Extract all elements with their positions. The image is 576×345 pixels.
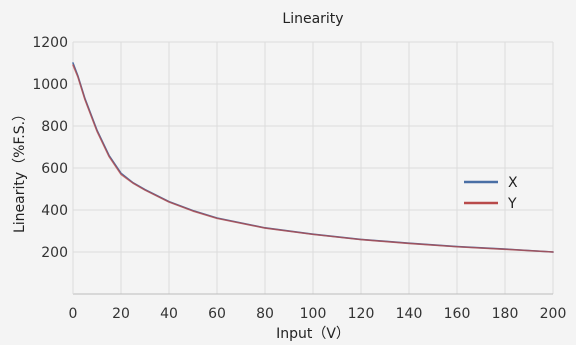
tick-labels: 0 20 40 60 80 100 120 140 160 180 200 200 400 600 800 1… bbox=[32, 35, 566, 322]
x-tick-label: 100 bbox=[300, 306, 327, 322]
x-tick-label: 20 bbox=[112, 306, 130, 322]
x-tick-label: 0 bbox=[69, 306, 78, 322]
x-tick-label: 160 bbox=[444, 306, 471, 322]
x-tick-label: 120 bbox=[348, 306, 375, 322]
x-tick-label: 140 bbox=[396, 306, 423, 322]
x-tick-label: 200 bbox=[540, 306, 567, 322]
series-line-y bbox=[72, 64, 554, 253]
y-axis-title: Linearity（%F.S.） bbox=[12, 107, 28, 233]
x-axis-title: Input（V） bbox=[276, 326, 350, 342]
x-tick-label: 180 bbox=[492, 306, 519, 322]
series-layer bbox=[72, 62, 554, 253]
x-tick-label: 40 bbox=[160, 306, 178, 322]
y-tick-label: 200 bbox=[41, 245, 68, 261]
x-tick-label: 60 bbox=[208, 306, 226, 322]
y-tick-label: 800 bbox=[41, 119, 68, 135]
y-tick-label: 400 bbox=[41, 203, 68, 219]
legend: XY bbox=[464, 175, 518, 212]
y-tick-label: 1200 bbox=[32, 35, 68, 51]
x-tick-label: 80 bbox=[256, 306, 274, 322]
y-tick-label: 600 bbox=[41, 161, 68, 177]
y-tick-label: 1000 bbox=[32, 77, 68, 93]
legend-label-y: Y bbox=[507, 196, 517, 212]
chart-title: Linearity bbox=[282, 11, 343, 27]
legend-label-x: X bbox=[508, 175, 518, 191]
